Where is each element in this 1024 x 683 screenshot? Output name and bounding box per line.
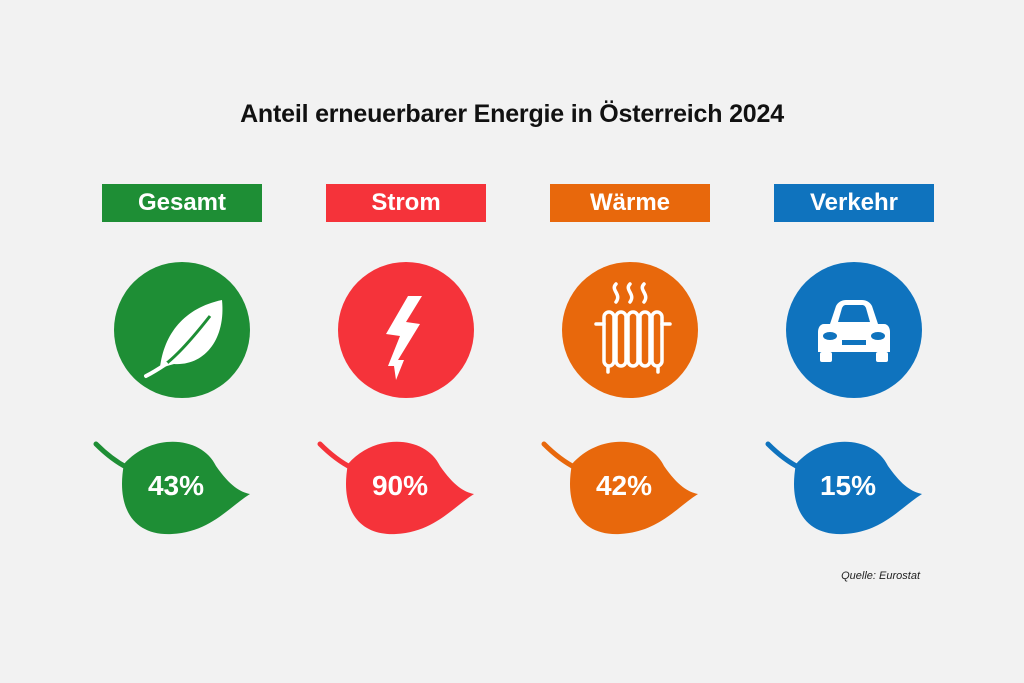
radiator-icon (594, 282, 672, 374)
category-label: Gesamt (102, 184, 262, 222)
value-label: 15% (819, 470, 877, 501)
car-icon (818, 300, 890, 362)
leaf-icon (144, 300, 223, 378)
category-label: Strom (326, 184, 486, 222)
category-circle (114, 262, 250, 398)
category-waerme: Wärme 42% (541, 0, 710, 683)
category-circle (562, 262, 698, 398)
lightning-icon (386, 296, 422, 380)
source-note: Quelle: Eurostat (841, 570, 920, 582)
category-verkehr: Verkehr 15% (765, 0, 934, 683)
value-leaf (93, 441, 250, 535)
value-leaf (317, 441, 474, 535)
category-gesamt: Gesamt 43% (93, 0, 262, 683)
category-circle (786, 262, 922, 398)
value-label: 43% (147, 470, 205, 501)
category-circle (338, 262, 474, 398)
value-label: 42% (595, 470, 653, 501)
category-label: Wärme (550, 184, 710, 222)
chart-title: Anteil erneuerbarer Energie in Österreic… (240, 100, 784, 128)
category-strom: Strom 90% (317, 0, 486, 683)
value-leaf (765, 441, 922, 535)
value-label: 90% (371, 470, 429, 501)
value-leaf (541, 441, 698, 535)
category-label: Verkehr (774, 184, 934, 222)
